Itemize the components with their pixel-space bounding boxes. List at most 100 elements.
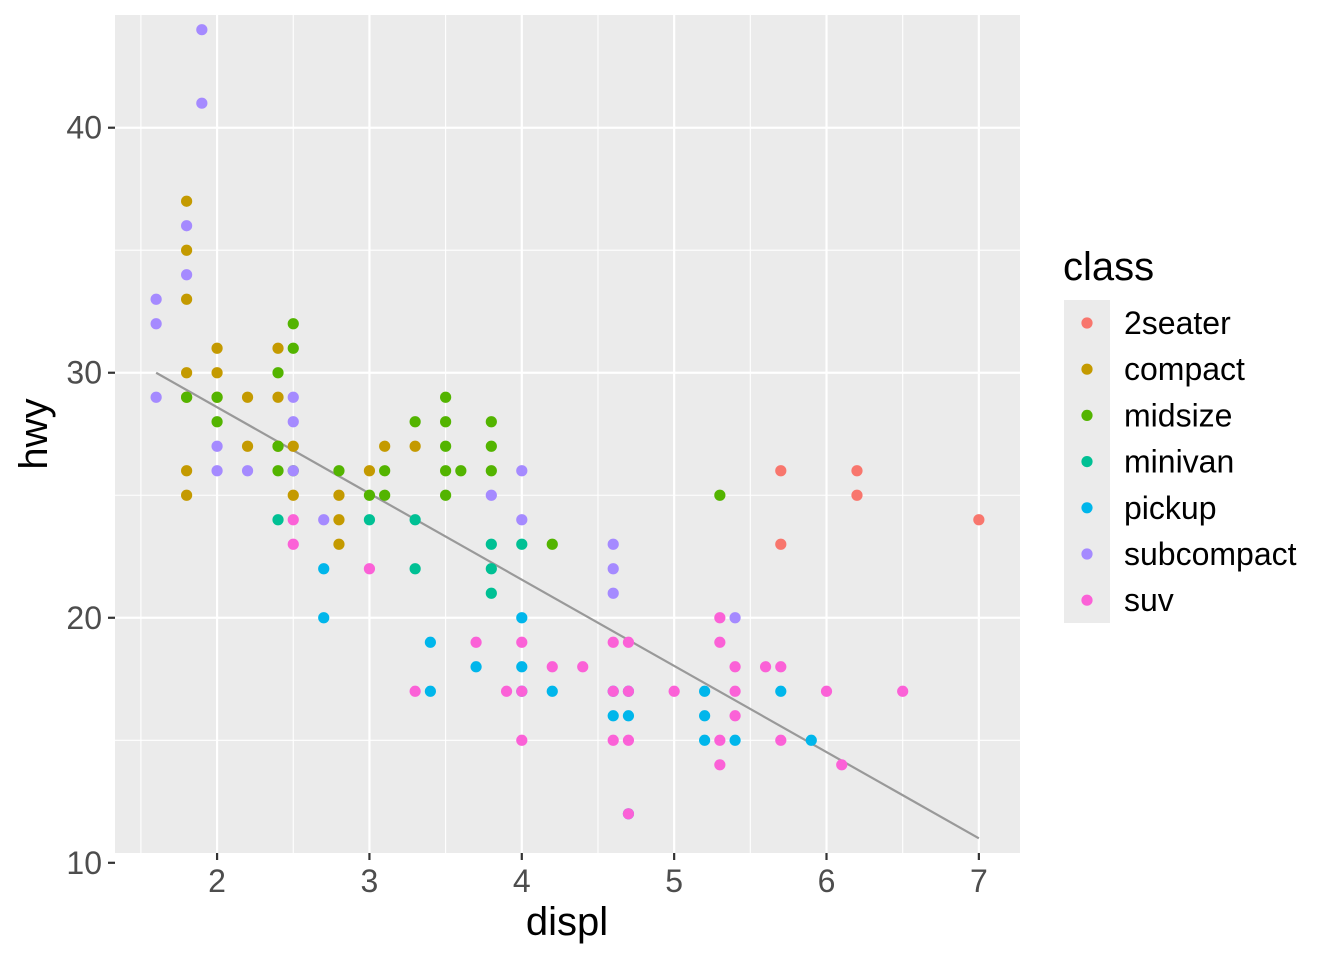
point-subcompact bbox=[485, 489, 497, 501]
legend-key-pickup bbox=[1081, 502, 1093, 514]
point-suv bbox=[622, 636, 635, 648]
point-2seater bbox=[851, 489, 863, 501]
point-suv bbox=[622, 734, 635, 746]
point-suv bbox=[714, 636, 726, 648]
legend-label-minivan: minivan bbox=[1124, 444, 1234, 480]
point-subcompact bbox=[516, 514, 528, 526]
point-pickup bbox=[424, 636, 436, 648]
point-subcompact bbox=[150, 318, 162, 330]
point-2seater bbox=[775, 465, 787, 477]
point-midsize bbox=[440, 489, 452, 501]
point-subcompact bbox=[287, 391, 299, 403]
point-pickup bbox=[699, 734, 711, 746]
point-pickup bbox=[622, 710, 635, 722]
point-pickup bbox=[424, 685, 436, 697]
y-axis-title: hwy bbox=[12, 398, 56, 469]
x-axis-title: displ bbox=[526, 900, 608, 944]
point-minivan bbox=[516, 538, 528, 550]
point-midsize bbox=[440, 465, 452, 477]
major-gridlines bbox=[115, 15, 1020, 864]
point-pickup bbox=[729, 734, 741, 746]
point-minivan bbox=[409, 514, 421, 526]
point-suv bbox=[622, 685, 635, 697]
point-suv bbox=[775, 734, 787, 746]
x-tick-label: 5 bbox=[665, 863, 683, 899]
point-midsize bbox=[485, 440, 497, 452]
y-tick-label: 10 bbox=[66, 845, 102, 881]
point-suv bbox=[836, 759, 848, 771]
point-compact bbox=[241, 440, 254, 452]
point-suv bbox=[363, 563, 376, 575]
point-pickup bbox=[470, 661, 482, 673]
point-suv bbox=[729, 710, 741, 722]
point-midsize bbox=[211, 391, 223, 403]
point-compact bbox=[211, 367, 223, 379]
point-suv bbox=[287, 514, 299, 526]
y-tick-label: 30 bbox=[66, 355, 102, 391]
point-midsize bbox=[272, 367, 284, 379]
point-pickup bbox=[607, 710, 619, 722]
legend-key-subcompact bbox=[1081, 548, 1093, 560]
point-subcompact bbox=[181, 269, 193, 281]
point-compact bbox=[333, 514, 345, 526]
point-midsize bbox=[181, 391, 193, 403]
point-compact bbox=[181, 195, 193, 207]
point-suv bbox=[470, 636, 482, 648]
point-compact bbox=[181, 367, 193, 379]
point-subcompact bbox=[211, 465, 223, 477]
point-subcompact bbox=[516, 465, 528, 477]
point-suv bbox=[668, 685, 680, 697]
point-subcompact bbox=[241, 465, 254, 477]
point-suv bbox=[607, 636, 619, 648]
y-tick-label: 40 bbox=[66, 110, 102, 146]
point-compact bbox=[409, 440, 421, 452]
x-tick-label: 3 bbox=[361, 863, 379, 899]
point-suv bbox=[607, 685, 619, 697]
point-midsize bbox=[440, 391, 452, 403]
point-pickup bbox=[516, 661, 528, 673]
legend-key-suv bbox=[1081, 594, 1093, 606]
point-compact bbox=[333, 489, 345, 501]
point-subcompact bbox=[729, 612, 741, 624]
point-midsize bbox=[379, 465, 391, 477]
legend-key-2seater bbox=[1081, 317, 1093, 329]
point-2seater bbox=[973, 514, 985, 526]
point-minivan bbox=[272, 514, 284, 526]
point-midsize bbox=[272, 440, 284, 452]
point-suv bbox=[729, 685, 741, 697]
legend-label-pickup: pickup bbox=[1124, 490, 1217, 526]
point-suv bbox=[714, 612, 726, 624]
point-suv bbox=[759, 661, 772, 673]
point-midsize bbox=[272, 465, 284, 477]
point-suv bbox=[409, 685, 421, 697]
legend-label-midsize: midsize bbox=[1124, 397, 1232, 433]
point-suv bbox=[607, 734, 619, 746]
legend-key-compact bbox=[1081, 363, 1093, 375]
point-midsize bbox=[211, 416, 223, 428]
legend-label-subcompact: subcompact bbox=[1124, 536, 1297, 572]
point-suv bbox=[820, 685, 833, 697]
point-subcompact bbox=[287, 465, 299, 477]
point-suv bbox=[622, 808, 635, 820]
point-midsize bbox=[287, 318, 299, 330]
point-compact bbox=[363, 465, 376, 477]
point-suv bbox=[500, 685, 513, 697]
point-pickup bbox=[699, 710, 711, 722]
data-points bbox=[150, 24, 985, 820]
point-compact bbox=[333, 538, 345, 550]
point-midsize bbox=[409, 416, 421, 428]
point-minivan bbox=[409, 563, 421, 575]
point-subcompact bbox=[607, 538, 619, 550]
y-tick-label: 20 bbox=[66, 600, 102, 636]
point-compact bbox=[241, 391, 254, 403]
point-compact bbox=[379, 440, 391, 452]
point-compact bbox=[181, 465, 193, 477]
x-tick-label: 4 bbox=[513, 863, 531, 899]
point-suv bbox=[577, 661, 589, 673]
point-minivan bbox=[485, 538, 497, 550]
point-compact bbox=[181, 489, 193, 501]
point-compact bbox=[272, 342, 284, 354]
point-subcompact bbox=[196, 97, 208, 109]
legend-key-minivan bbox=[1081, 456, 1093, 468]
